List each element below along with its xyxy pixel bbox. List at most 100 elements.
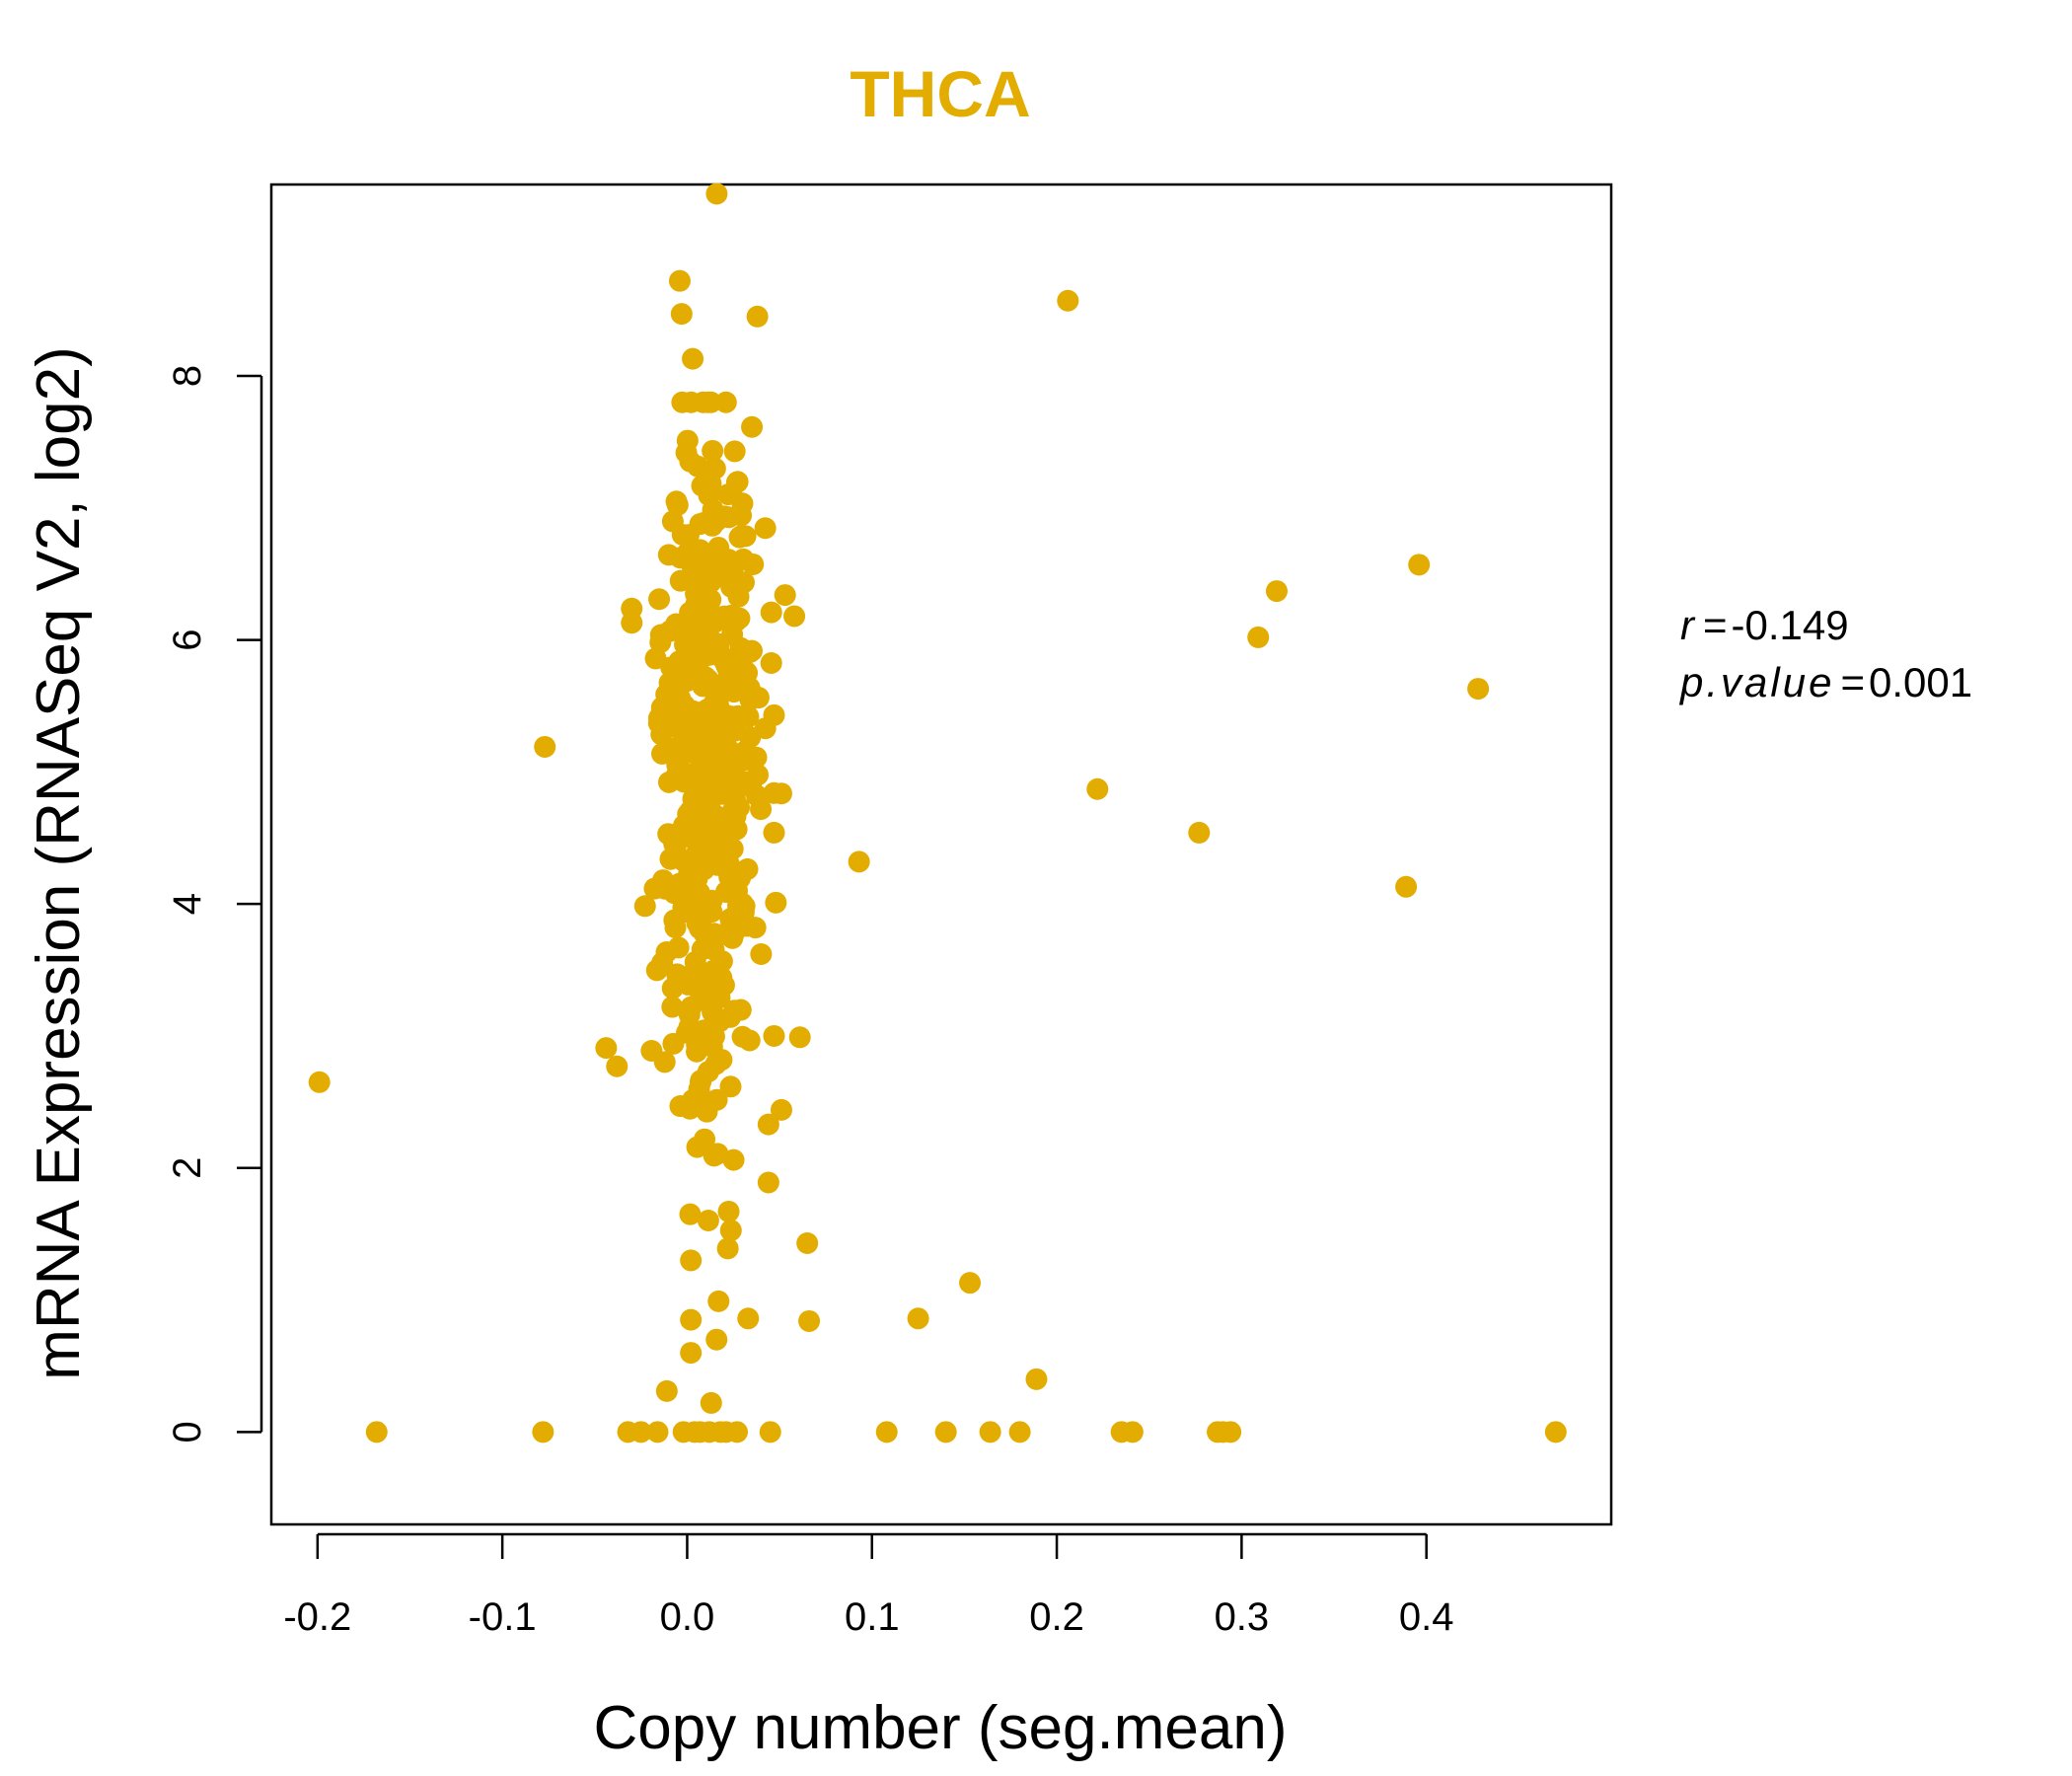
data-point (717, 666, 740, 689)
x-axis: -0.2 -0.1 0.0 0.1 0.2 0.3 0.4 (283, 1532, 1453, 1639)
data-point (710, 763, 733, 785)
data-point (770, 782, 792, 805)
data-point (682, 347, 704, 370)
data-point (668, 269, 691, 292)
data-point (796, 1232, 819, 1255)
data-point (716, 1237, 739, 1260)
data-point (760, 601, 782, 624)
data-point (686, 762, 708, 784)
data-point (719, 1075, 742, 1098)
data-point (683, 600, 705, 623)
data-point (712, 648, 735, 671)
data-point (716, 483, 739, 506)
data-point (669, 569, 692, 592)
data-point (672, 741, 695, 764)
data-point (661, 996, 684, 1018)
data-point (725, 610, 748, 632)
data-point (705, 1328, 728, 1351)
data-point (683, 811, 705, 834)
data-point (700, 1391, 722, 1414)
data-point (662, 1032, 685, 1055)
data-point (688, 887, 710, 910)
data-point (365, 1421, 388, 1443)
data-points (308, 183, 1567, 1443)
data-point (645, 959, 668, 982)
data-point (714, 391, 737, 413)
data-point (712, 974, 735, 997)
data-point (680, 1308, 703, 1331)
data-point (532, 1421, 555, 1443)
data-point (783, 605, 806, 628)
data-point (770, 1098, 792, 1121)
x-tick-label: -0.1 (469, 1595, 537, 1639)
data-point (731, 1025, 754, 1048)
data-point (666, 763, 689, 785)
data-point (678, 1003, 701, 1026)
r-label: r (1680, 602, 1697, 648)
data-point (663, 618, 686, 640)
data-point (697, 1210, 719, 1232)
data-point (651, 742, 674, 765)
data-point (653, 877, 676, 900)
data-point (621, 597, 643, 620)
x-tick-label: 0.2 (1029, 1595, 1084, 1639)
data-point (701, 821, 723, 844)
data-point (686, 1033, 708, 1056)
data-point (798, 1309, 821, 1332)
data-point (697, 391, 719, 413)
data-point (707, 1290, 730, 1312)
data-point (788, 1026, 811, 1049)
data-point (959, 1272, 982, 1295)
data-point (676, 429, 699, 452)
data-point (606, 1055, 629, 1077)
data-point (694, 577, 716, 600)
data-point (710, 1049, 733, 1072)
data-point (689, 513, 711, 536)
data-point (717, 549, 740, 571)
data-point (757, 1171, 779, 1194)
data-point (734, 740, 757, 763)
data-point (747, 687, 770, 709)
data-point (765, 891, 787, 914)
data-point (1247, 626, 1270, 648)
data-point (750, 943, 773, 966)
data-point (680, 1342, 703, 1365)
data-point (674, 633, 697, 656)
data-point (702, 498, 724, 521)
data-point (1188, 821, 1211, 844)
data-point (719, 1220, 742, 1242)
data-point (760, 652, 782, 675)
data-point (706, 1143, 729, 1165)
data-point (744, 917, 767, 939)
data-point (723, 440, 746, 463)
data-point (671, 524, 694, 546)
data-point (689, 727, 711, 750)
y-tick-label: 0 (166, 1421, 209, 1443)
data-point (671, 391, 694, 413)
data-point (657, 544, 680, 566)
data-point (732, 638, 755, 661)
data-point (681, 555, 703, 577)
data-point (717, 1200, 740, 1222)
data-point (774, 584, 796, 607)
data-point (595, 1037, 618, 1060)
y-tick-label: 6 (166, 629, 209, 650)
data-point (690, 634, 712, 657)
x-tick-label: 0.1 (845, 1595, 900, 1639)
data-point (726, 1421, 749, 1443)
data-point (673, 694, 696, 716)
data-point (679, 1203, 702, 1225)
y-tick-label: 2 (166, 1157, 209, 1179)
data-point (1008, 1421, 1031, 1443)
stats-annotation: r =-0.149 p.value =0.001 (1678, 602, 1972, 705)
data-point (703, 938, 725, 961)
data-point (722, 923, 745, 945)
x-tick-label: -0.2 (283, 1595, 351, 1639)
data-point (308, 1071, 331, 1093)
data-point (672, 1421, 695, 1443)
data-point (1121, 1421, 1144, 1443)
x-tick-label: 0.0 (660, 1595, 715, 1639)
data-point (668, 717, 691, 740)
data-point (737, 1307, 760, 1330)
